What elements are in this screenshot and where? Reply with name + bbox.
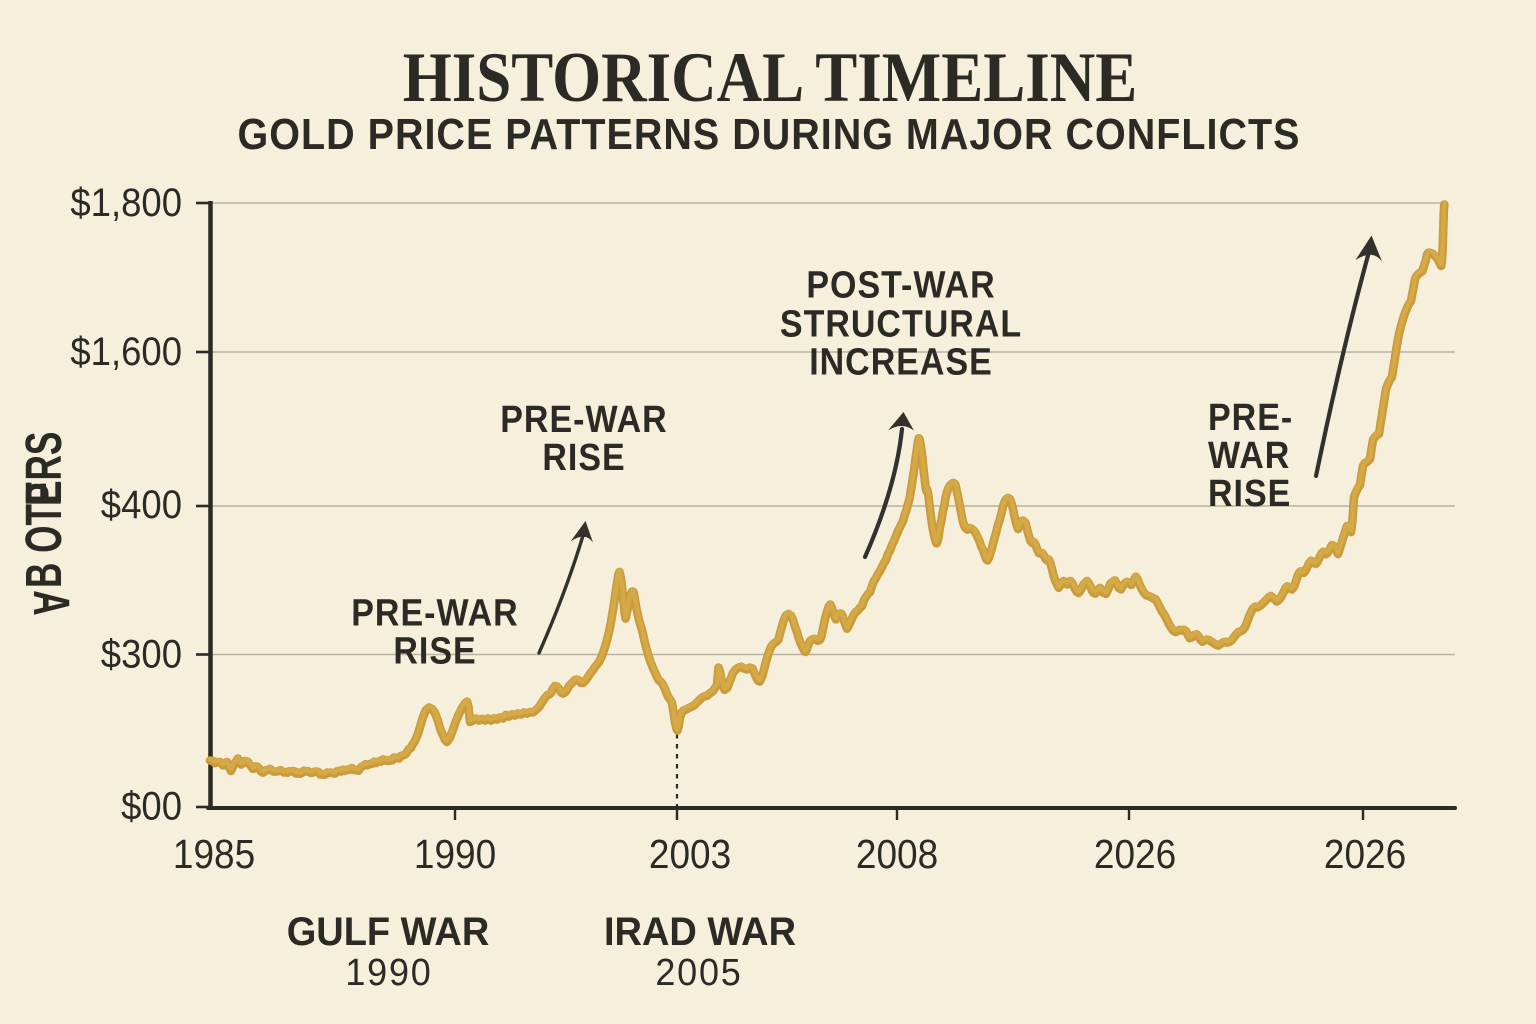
svg-text:GOLD PRICE PATTERNS DURING MAJ: GOLD PRICE PATTERNS DURING MAJOR CONFLIC… — [238, 109, 1301, 158]
svg-text:2008: 2008 — [856, 832, 938, 877]
svg-text:$300: $300 — [101, 632, 182, 677]
svg-text:PRE-WAR: PRE-WAR — [351, 591, 518, 634]
svg-text:$1,600: $1,600 — [70, 329, 182, 374]
svg-text:PRE-WAR: PRE-WAR — [500, 397, 667, 440]
svg-text:$1,800: $1,800 — [70, 180, 182, 225]
svg-text:RISE: RISE — [393, 629, 476, 672]
svg-text:INCREASE: INCREASE — [809, 340, 993, 383]
svg-text:2026: 2026 — [1324, 832, 1406, 877]
svg-text:B OTERS: B OTERS — [16, 432, 73, 588]
svg-text:GULF WAR: GULF WAR — [287, 910, 490, 954]
svg-text:2005: 2005 — [655, 950, 742, 993]
svg-text:1990: 1990 — [345, 950, 432, 993]
svg-text:A: A — [22, 590, 79, 615]
svg-text:$00: $00 — [121, 784, 182, 829]
svg-text:PRE-: PRE- — [1208, 395, 1293, 438]
svg-text:WAR: WAR — [1208, 433, 1290, 476]
svg-text:HISTORICAL TIMELINE: HISTORICAL TIMELINE — [403, 39, 1138, 117]
svg-text:1990: 1990 — [414, 832, 496, 877]
svg-text:2026: 2026 — [1094, 832, 1176, 877]
svg-text:1985: 1985 — [173, 832, 255, 877]
svg-text:POST-WAR: POST-WAR — [806, 263, 995, 306]
svg-text:RISE: RISE — [542, 435, 625, 478]
svg-text:2003: 2003 — [649, 832, 731, 877]
svg-text:RISE: RISE — [1208, 471, 1291, 514]
svg-text:IRAD WAR: IRAD WAR — [604, 910, 796, 954]
svg-text:P: P — [16, 483, 73, 506]
svg-text:$400: $400 — [101, 482, 182, 527]
svg-text:STRUCTURAL: STRUCTURAL — [780, 302, 1022, 345]
